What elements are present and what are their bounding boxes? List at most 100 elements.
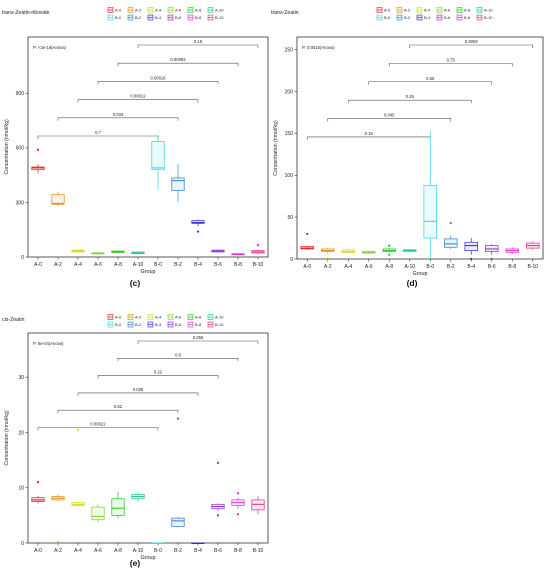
box-A-6 xyxy=(91,504,105,522)
legend-item: A-10 xyxy=(207,7,224,13)
outlier-point xyxy=(388,244,391,247)
legend-item: B-8 xyxy=(187,14,202,21)
legend-item: B-6 xyxy=(436,14,451,21)
box-B-2 xyxy=(171,417,185,528)
comparison-bracket: 0.7 xyxy=(37,130,159,139)
legend-label: B-8 xyxy=(195,322,202,327)
comparison-bracket: 0.00022 xyxy=(37,422,159,431)
bracket-line xyxy=(388,63,513,67)
box-body xyxy=(444,238,458,248)
box-B-10 xyxy=(251,244,265,255)
legend-label: B-4 xyxy=(155,15,162,20)
outlier-point xyxy=(306,232,309,235)
outlier-point xyxy=(36,481,40,484)
y-axis-label: Concentration (nmol/kg) xyxy=(273,120,279,176)
legend-item: B-8 xyxy=(456,14,471,21)
legend-item: A-2 xyxy=(127,314,142,320)
box-A-6 xyxy=(362,250,376,254)
legend-label: A-4 xyxy=(155,8,162,13)
y-axis-label: Concentration (nmol/kg) xyxy=(4,410,10,466)
x-tick-label: A-6 xyxy=(94,262,102,268)
bracket-line xyxy=(137,44,259,48)
x-tick-label: B-10 xyxy=(253,262,264,268)
p-value-label: 0.00012 xyxy=(130,94,146,99)
legend-item: B-0 xyxy=(107,321,122,328)
comparison-bracket: 0.19 xyxy=(137,39,259,48)
box-A-0 xyxy=(300,232,314,250)
bracket-line xyxy=(117,62,239,67)
outlier-point xyxy=(216,461,220,464)
p-value-label: 0.00092 xyxy=(170,57,186,62)
legend-item: B-6 xyxy=(167,321,182,328)
x-tick-label: A-8 xyxy=(114,262,122,268)
p-value-label: 0.19 xyxy=(194,39,203,44)
box-body xyxy=(151,141,165,171)
legend-label: B-2 xyxy=(135,15,142,20)
box-B-6 xyxy=(485,243,499,261)
x-tick-label: A-10 xyxy=(404,264,415,270)
legend-item: B-8 xyxy=(187,321,202,328)
p-value-label: 0.033 xyxy=(113,112,124,117)
legend-label: B-4 xyxy=(155,322,162,327)
outlier-point xyxy=(236,492,240,495)
legend-label: A-4 xyxy=(424,8,431,13)
comparison-bracket: 0.0059 xyxy=(409,39,534,48)
p-value-label: 0.29 xyxy=(406,94,415,99)
bracket-line xyxy=(37,135,159,139)
box-A-8 xyxy=(382,244,396,256)
anova-annotation: P: <2e-16(Anova) xyxy=(33,45,67,50)
p-value-label: 0.0059 xyxy=(465,39,478,44)
p-value-label: 0.00016 xyxy=(150,75,166,80)
box-B-8 xyxy=(505,247,519,254)
bracket-line xyxy=(327,118,452,122)
bracket-line xyxy=(137,340,259,344)
x-tick-label: B-8 xyxy=(234,548,242,554)
x-tick-label: A-8 xyxy=(114,548,122,554)
comparison-bracket: 0.82 xyxy=(57,404,179,414)
x-tick-label: A-6 xyxy=(365,264,373,270)
box-A-4 xyxy=(71,249,85,253)
x-tick-label: A-2 xyxy=(54,262,62,268)
x-tick-label: B-6 xyxy=(214,262,222,268)
legend-label: A-2 xyxy=(135,315,142,320)
legend-label: B-0 xyxy=(115,322,122,327)
comparison-bracket: 0.045 xyxy=(327,113,452,122)
box-body xyxy=(171,177,185,191)
legend-label: B-0 xyxy=(115,15,122,20)
anova-annotation: P: 0.0015(Anova) xyxy=(302,45,335,50)
outlier-point xyxy=(56,541,60,544)
x-tick-label: A-4 xyxy=(74,548,82,554)
legend-label: A-0 xyxy=(115,315,122,320)
legend-item: B-2 xyxy=(396,14,411,21)
legend-label: A-2 xyxy=(404,8,411,13)
box-B-6 xyxy=(211,461,225,517)
x-tick-label: A-2 xyxy=(54,548,62,554)
x-tick-label: A-4 xyxy=(344,264,352,270)
box-B-6 xyxy=(211,249,225,253)
x-tick-label: B-2 xyxy=(174,262,182,268)
x-tick-label: A-2 xyxy=(324,264,332,270)
x-tick-label: B-6 xyxy=(214,548,222,554)
outlier-point xyxy=(388,253,391,256)
legend-item: A-0 xyxy=(107,314,122,320)
legend-item: A-0 xyxy=(107,7,122,13)
bracket-line xyxy=(77,99,199,103)
comparison-bracket: 0.6 xyxy=(117,352,239,362)
legend-label: B-6 xyxy=(175,322,182,327)
p-value-label: 0.6 xyxy=(175,352,181,357)
box-body xyxy=(464,241,478,251)
legend-label: A-6 xyxy=(175,8,182,13)
y-tick-label: 250 xyxy=(285,47,294,53)
comparison-bracket: 0.00016 xyxy=(97,75,219,85)
p-value-label: 0.7 xyxy=(95,130,101,135)
x-tick-label: A-4 xyxy=(74,262,82,268)
legend-label: A-8 xyxy=(464,8,471,13)
x-tick-label: B-8 xyxy=(234,262,242,268)
x-tick-label: B-4 xyxy=(194,548,202,554)
x-tick-label: A-0 xyxy=(34,548,42,554)
legend-label: A-10 xyxy=(215,315,224,320)
outlier-point xyxy=(76,428,80,431)
outlier-point xyxy=(490,257,493,261)
box-B-4 xyxy=(464,238,478,261)
comparison-bracket: 0.56 xyxy=(368,76,493,85)
